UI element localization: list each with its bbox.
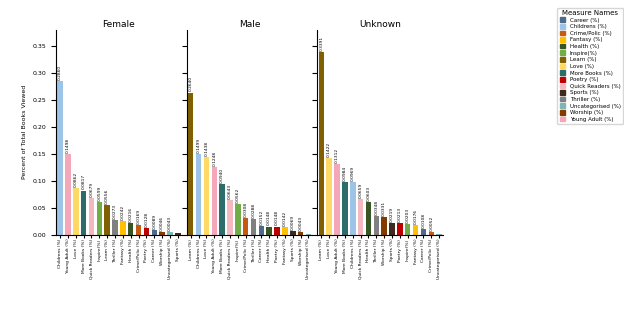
Bar (421, 229, 426, 234)
Bar (290, 231, 296, 234)
Text: 0.0659: 0.0659 (359, 183, 363, 198)
Text: 0.0219: 0.0219 (390, 206, 394, 222)
Text: 0.0288: 0.0288 (251, 203, 255, 218)
Bar (144, 227, 149, 234)
Text: 0.0203: 0.0203 (406, 207, 410, 222)
Bar (243, 218, 248, 234)
Text: 0.0603: 0.0603 (366, 186, 371, 201)
Text: 0.0862: 0.0862 (74, 172, 78, 187)
Bar (97, 202, 102, 234)
Bar (358, 199, 363, 234)
Text: 0.0969: 0.0969 (351, 166, 355, 181)
Text: 0.0148: 0.0148 (275, 210, 279, 225)
Bar (374, 216, 379, 234)
Title: Unknown: Unknown (359, 20, 401, 29)
Bar (159, 232, 165, 234)
Bar (203, 157, 209, 234)
Bar (212, 168, 217, 234)
Bar (319, 52, 324, 234)
Bar (326, 158, 332, 234)
Text: 0.0043: 0.0043 (168, 216, 172, 231)
Bar (89, 198, 94, 234)
Text: 0.0556: 0.0556 (105, 188, 109, 204)
Bar (227, 200, 233, 234)
Bar (251, 219, 256, 234)
Bar (136, 225, 142, 234)
Text: 0.0169: 0.0169 (137, 209, 140, 224)
Text: 0.1499: 0.1499 (197, 138, 200, 153)
Bar (389, 223, 395, 234)
Text: 0.0089: 0.0089 (152, 213, 156, 229)
Bar (235, 204, 241, 234)
Bar (120, 221, 125, 234)
Bar (381, 217, 387, 234)
Text: 0.2860: 0.2860 (58, 65, 62, 80)
Bar (128, 223, 134, 234)
Bar (104, 205, 110, 234)
Text: 0.0176: 0.0176 (414, 209, 417, 224)
Text: 0.0331: 0.0331 (382, 201, 386, 216)
Bar (188, 92, 193, 234)
Bar (196, 154, 202, 234)
Bar (298, 232, 303, 234)
Bar (350, 182, 356, 234)
Text: 0.0599: 0.0599 (97, 186, 101, 201)
Text: 0.0562: 0.0562 (236, 188, 240, 203)
Bar (334, 164, 340, 234)
Text: 0.0817: 0.0817 (82, 174, 85, 190)
Text: 0.2640: 0.2640 (188, 76, 193, 91)
Text: 0.0213: 0.0213 (398, 207, 402, 222)
Text: 0.0308: 0.0308 (244, 202, 248, 217)
Y-axis label: Percent of Total Books Viewed: Percent of Total Books Viewed (22, 85, 27, 180)
Bar (258, 226, 264, 234)
Bar (397, 223, 402, 234)
Text: 0.0940: 0.0940 (220, 168, 224, 183)
Bar (81, 191, 86, 234)
Text: 0.0108: 0.0108 (421, 212, 426, 227)
Text: 0.1422: 0.1422 (327, 142, 331, 157)
Text: 0.0984: 0.0984 (343, 165, 347, 181)
Text: 0.0242: 0.0242 (121, 205, 125, 220)
Bar (167, 232, 173, 234)
Bar (282, 227, 288, 234)
Bar (275, 226, 280, 234)
Bar (366, 202, 371, 234)
Title: Female: Female (102, 20, 135, 29)
Text: 0.0128: 0.0128 (144, 211, 149, 226)
Bar (65, 154, 71, 234)
Bar (405, 223, 411, 234)
Bar (73, 188, 79, 234)
Text: 0.0142: 0.0142 (283, 211, 287, 226)
Text: 0.0046: 0.0046 (160, 216, 164, 231)
Bar (342, 182, 348, 234)
Text: 0.0043: 0.0043 (299, 216, 303, 231)
Text: 0.0152: 0.0152 (260, 210, 263, 225)
Text: 0.0216: 0.0216 (129, 207, 133, 222)
Text: 0.0348: 0.0348 (374, 200, 378, 215)
Bar (175, 233, 180, 234)
Text: 0.0148: 0.0148 (267, 210, 271, 225)
Legend: Career (%), Childrens (%), Crime/Polic (%), Fantasy (%), Health (%), Inspire(%),: Career (%), Childrens (%), Crime/Polic (… (557, 8, 623, 124)
Bar (220, 184, 225, 234)
Bar (152, 230, 157, 234)
Bar (266, 226, 272, 234)
Text: 0.3391: 0.3391 (319, 36, 323, 51)
Text: 0.0273: 0.0273 (113, 204, 117, 219)
Text: 0.0679: 0.0679 (89, 182, 94, 197)
Text: 0.1438: 0.1438 (205, 141, 208, 156)
Text: 0.0643: 0.0643 (228, 184, 232, 199)
Text: 0.0069: 0.0069 (291, 215, 295, 230)
Bar (57, 81, 63, 234)
Text: 0.0052: 0.0052 (429, 215, 433, 230)
Bar (429, 232, 434, 234)
Text: 0.1312: 0.1312 (335, 148, 339, 163)
Bar (413, 225, 418, 234)
Bar (112, 220, 118, 234)
Title: Male: Male (239, 20, 260, 29)
Text: 0.1498: 0.1498 (66, 138, 70, 153)
Text: 0.1248: 0.1248 (212, 151, 217, 166)
